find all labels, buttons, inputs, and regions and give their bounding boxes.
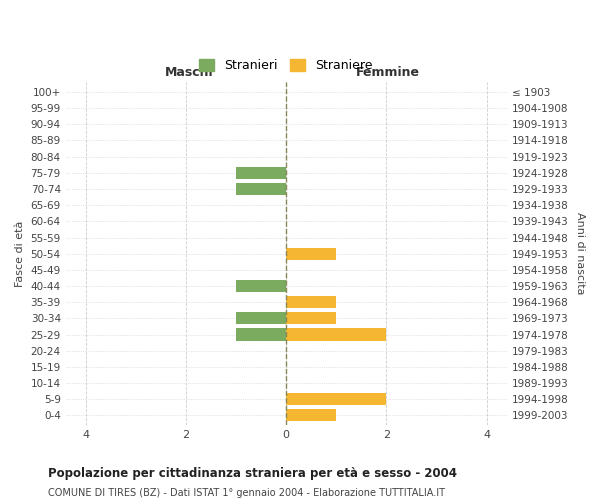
Bar xyxy=(286,312,337,324)
Bar xyxy=(236,280,286,292)
Text: Maschi: Maschi xyxy=(165,66,214,79)
Bar xyxy=(286,393,386,406)
Bar xyxy=(286,248,337,260)
Bar xyxy=(236,167,286,179)
Bar xyxy=(236,312,286,324)
Bar xyxy=(236,328,286,340)
Text: Popolazione per cittadinanza straniera per età e sesso - 2004: Popolazione per cittadinanza straniera p… xyxy=(48,468,457,480)
Bar xyxy=(236,183,286,195)
Bar xyxy=(286,328,386,340)
Text: Femmine: Femmine xyxy=(356,66,419,79)
Bar xyxy=(286,296,337,308)
Y-axis label: Fasce di età: Fasce di età xyxy=(15,220,25,287)
Text: COMUNE DI TIRES (BZ) - Dati ISTAT 1° gennaio 2004 - Elaborazione TUTTITALIA.IT: COMUNE DI TIRES (BZ) - Dati ISTAT 1° gen… xyxy=(48,488,445,498)
Y-axis label: Anni di nascita: Anni di nascita xyxy=(575,212,585,295)
Legend: Stranieri, Straniere: Stranieri, Straniere xyxy=(194,54,378,77)
Bar xyxy=(286,410,337,422)
